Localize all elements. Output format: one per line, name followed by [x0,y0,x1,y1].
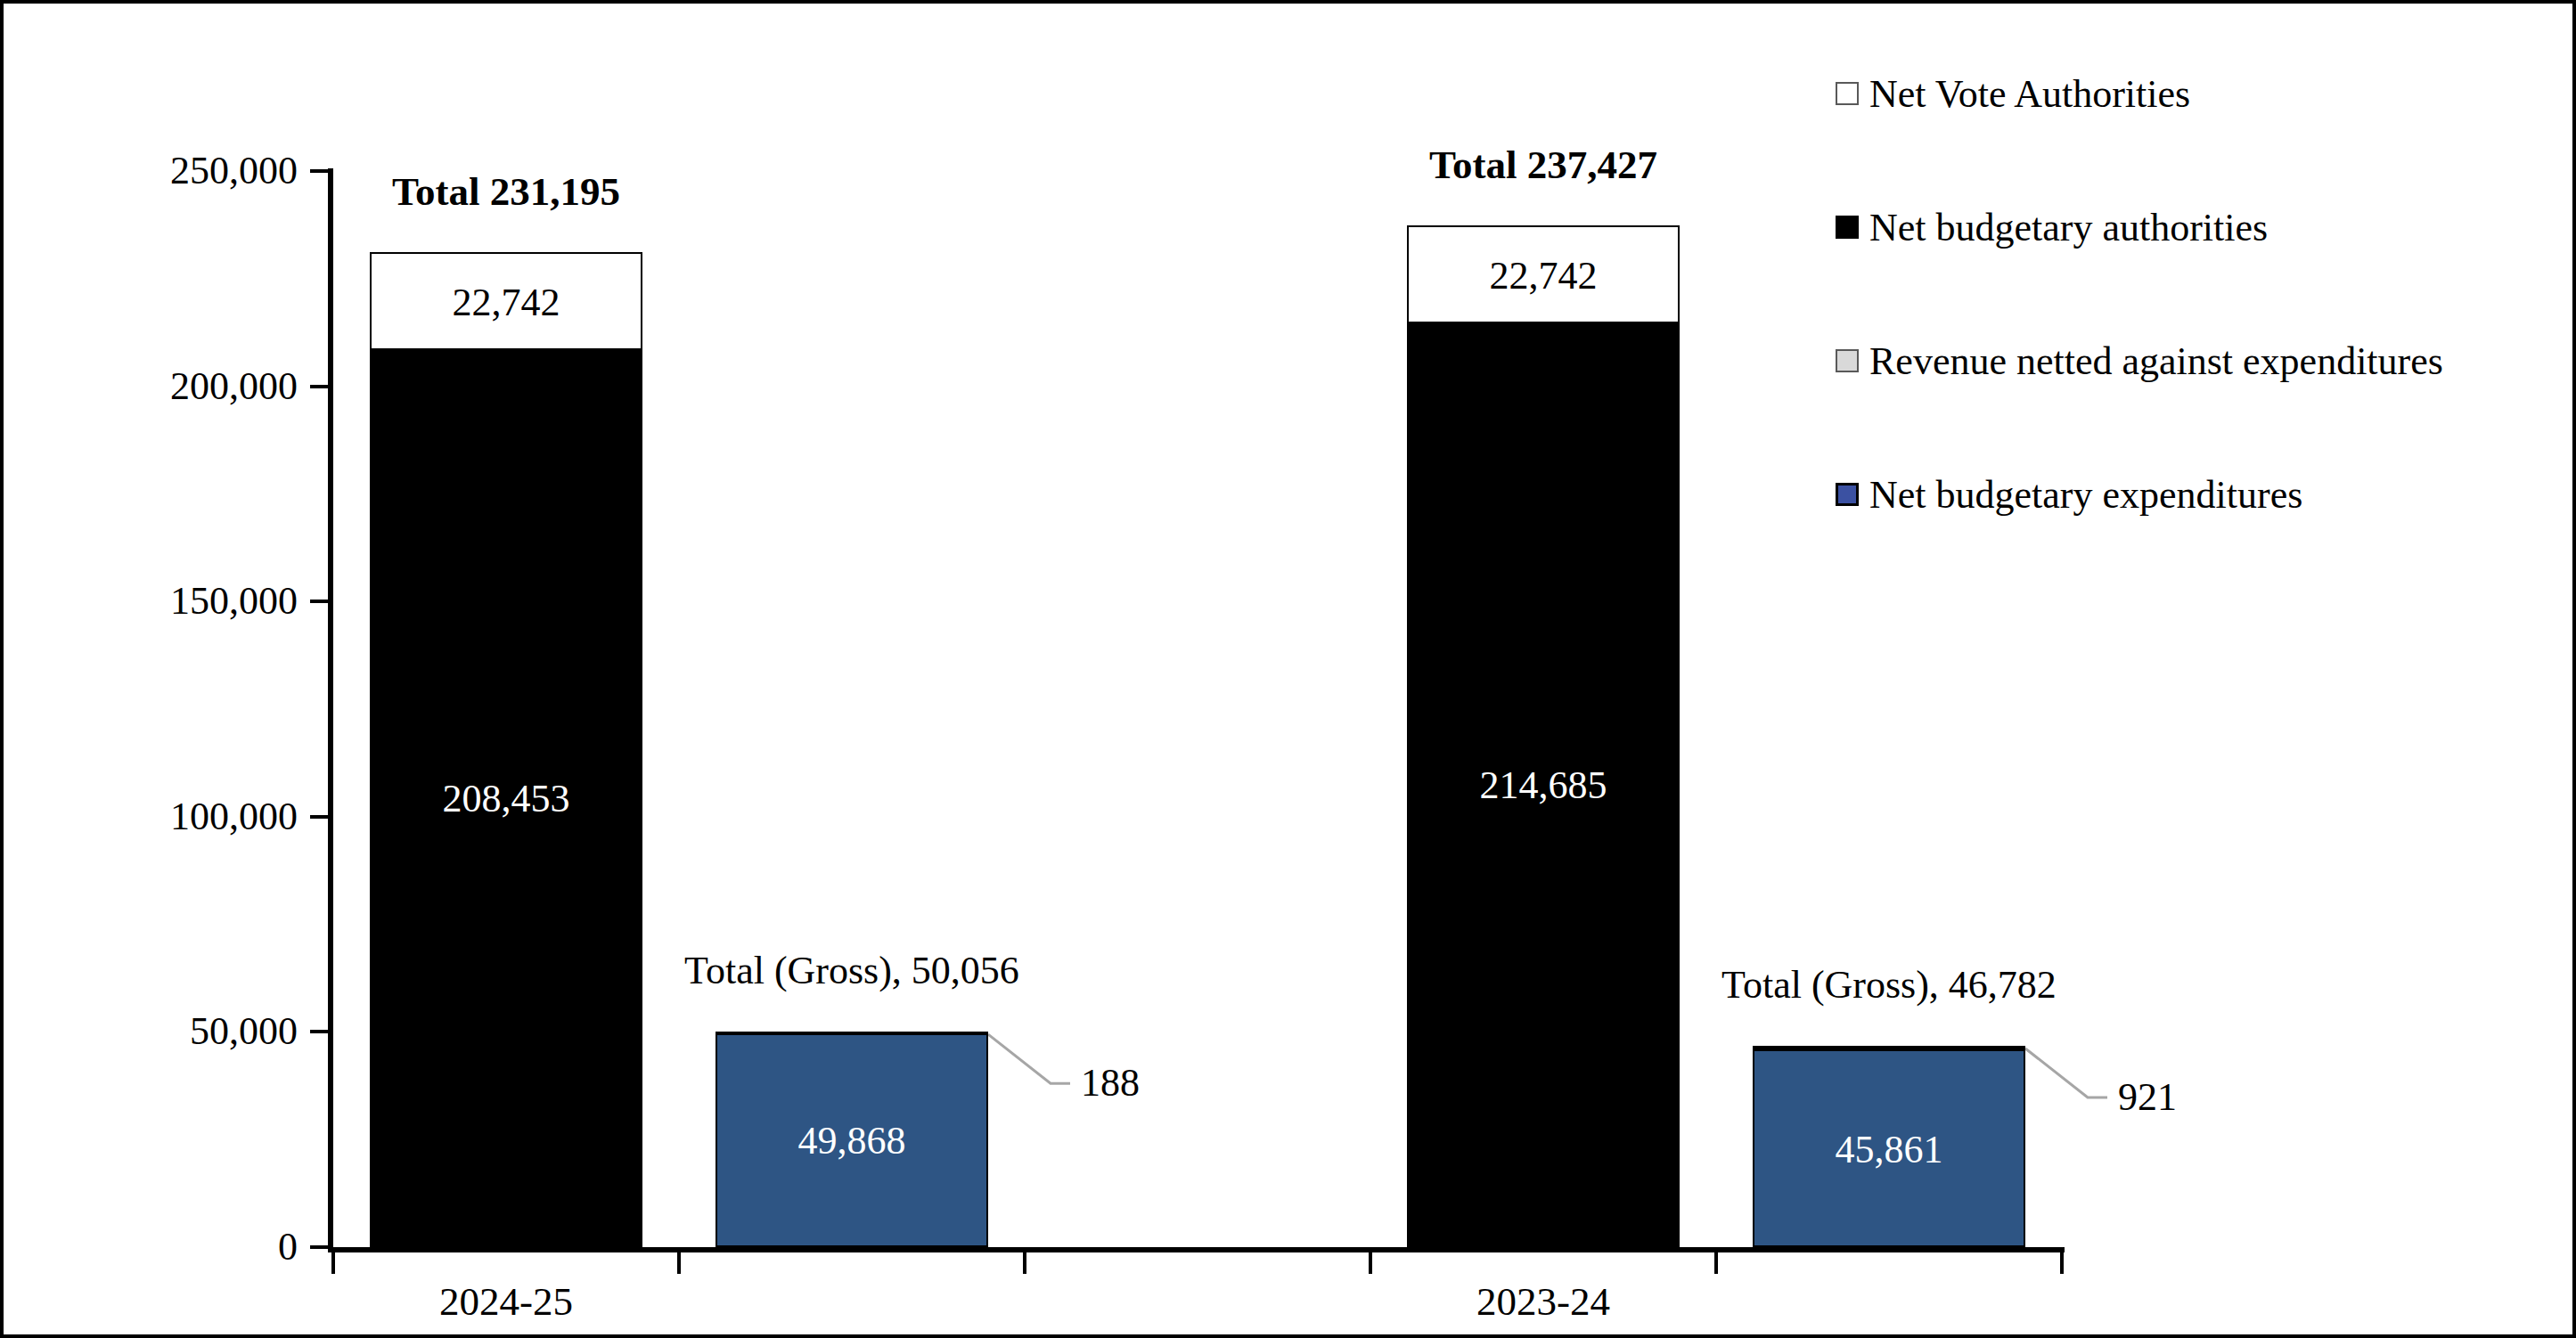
y-axis-tick [310,1030,328,1033]
bar-value-label: 22,742 [1409,227,1678,325]
legend-swatch-black-icon [1836,216,1859,239]
x-axis-tick [1369,1252,1372,1274]
legend-swatch-gray-icon [1836,349,1859,372]
bar-value-label: 22,742 [372,254,641,352]
y-axis-line [328,168,333,1252]
x-axis-tick [331,1252,335,1274]
y-axis-tick [310,600,328,603]
y-axis-tick [310,385,328,388]
y-axis-tick-label: 50,000 [93,1007,298,1057]
bar-segment-black: 214,685 [1407,323,1680,1247]
legend-label: Net budgetary authorities [1869,205,2268,250]
y-axis-tick-label: 150,000 [93,576,298,626]
bar-segment-blue: 49,868 [716,1032,988,1247]
y-axis-tick [310,1245,328,1249]
bar-segment-blue: 45,861 [1753,1049,2025,1247]
x-axis-tick [677,1252,681,1274]
bar-segment-gray [716,1032,988,1035]
callout-value-label: 921 [2118,1073,2177,1122]
x-axis-tick [1023,1252,1026,1274]
bar-total-label: Total 231,195 [168,166,845,217]
legend-swatch-blue-icon [1836,483,1859,506]
legend-label: Revenue netted against expenditures [1869,339,2443,384]
y-axis-tick [310,815,328,819]
callout-value-label: 188 [1081,1058,1140,1108]
legend-item: Net budgetary authorities [1836,200,2443,254]
bar-segment-gray [1753,1046,2025,1049]
bar-total-label: Total 237,427 [1205,139,1882,191]
callout-leader-line [2025,1048,2107,1097]
y-axis-tick-label: 0 [93,1222,298,1272]
legend-item: Revenue netted against expenditures [1836,334,2443,388]
legend-label: Net Vote Authorities [1869,71,2190,117]
legend-item: Net budgetary expenditures [1836,468,2443,521]
chart-canvas: Net Vote Authorities Net budgetary author… [0,0,2576,1338]
x-axis-category-label: 2024-25 [328,1276,684,1327]
x-axis-tick [1714,1252,1718,1274]
y-axis-tick-label: 200,000 [93,362,298,412]
bar-segment-white: 22,742 [370,252,642,350]
bar-segment-white: 22,742 [1407,225,1680,323]
bar-value-label: 45,861 [1754,1051,2024,1249]
y-axis-tick-label: 100,000 [93,792,298,842]
x-axis-category-label: 2023-24 [1365,1276,1721,1327]
bar-value-label: 208,453 [370,350,642,1247]
legend-swatch-white-icon [1836,82,1859,105]
bar-segment-black: 208,453 [370,350,642,1247]
legend-label: Net budgetary expenditures [1869,472,2302,518]
chart-legend: Net Vote Authorities Net budgetary author… [1836,67,2443,601]
legend-item: Net Vote Authorities [1836,67,2443,120]
x-axis-tick [2060,1252,2064,1274]
bar-value-label: 49,868 [717,1034,986,1249]
callout-leader-line [988,1034,1070,1083]
bar-value-label: 214,685 [1407,323,1680,1247]
